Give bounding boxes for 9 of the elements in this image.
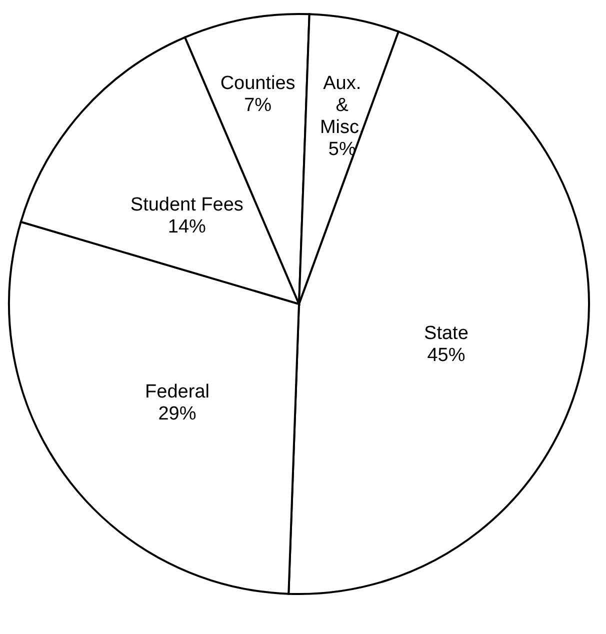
data-label: 45% — [427, 344, 466, 366]
data-label: 14% — [168, 216, 206, 238]
slice-label: State — [424, 322, 468, 344]
slice-label: Counties — [220, 72, 296, 94]
slice-label: Aux. & Misc. — [320, 73, 364, 138]
data-label: 7% — [244, 94, 272, 116]
slice-label: Student Fees — [130, 194, 244, 216]
data-label: 29% — [158, 404, 196, 425]
slice-label: Federal — [145, 382, 210, 403]
